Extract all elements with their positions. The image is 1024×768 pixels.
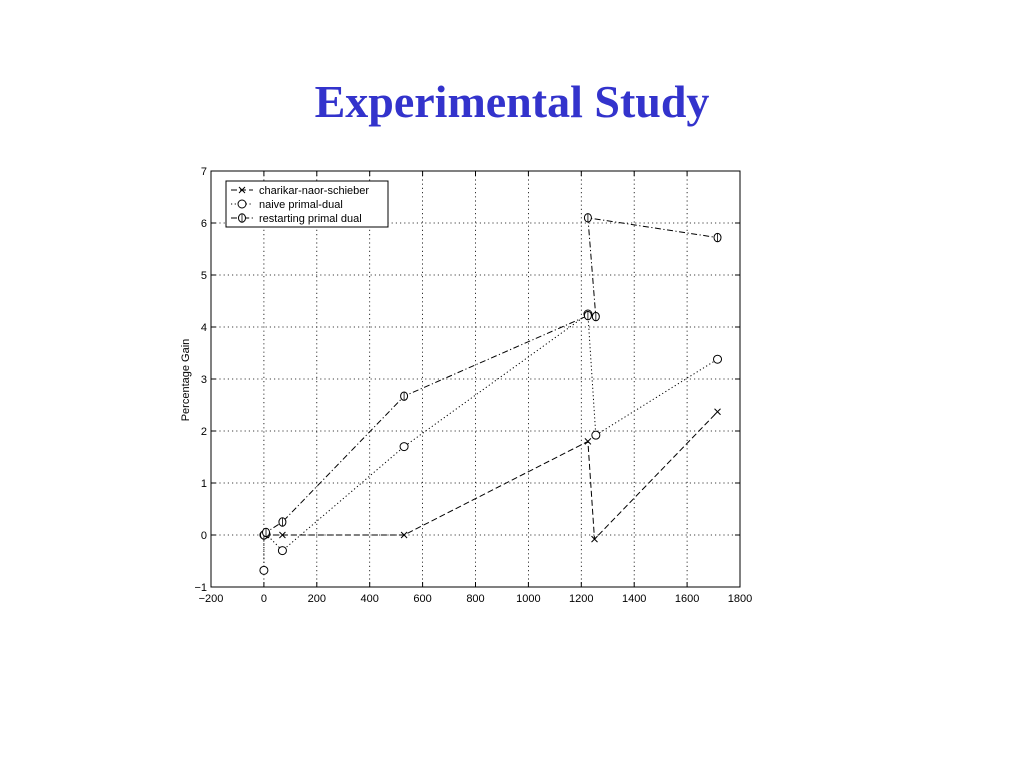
y-tick-label: 7: [201, 166, 207, 178]
series-line: [263, 411, 718, 541]
series-restarting-primal-dual: [259, 213, 722, 540]
legend-entry: charikar-naor-schieber: [231, 185, 369, 197]
legend-label: charikar-naor-schieber: [259, 185, 369, 197]
x-tick-label: 400: [361, 593, 379, 605]
data-point-circle-marker: [399, 442, 409, 452]
legend: charikar-naor-schieber naive primal-dual r…: [225, 180, 389, 228]
x-tick-label: 1000: [516, 593, 540, 605]
slide-title: Experimental Study: [314, 76, 710, 127]
data-point-diamond-marker: [262, 527, 271, 538]
series-line: [263, 217, 718, 536]
x-tick-label: 800: [466, 593, 484, 605]
data-point-x-marker: [238, 186, 246, 194]
data-point-diamond-marker: [278, 517, 287, 527]
data-point-diamond-marker: [583, 213, 592, 223]
data-point-circle-marker: [259, 565, 269, 575]
y-tick-label: 0: [201, 530, 207, 542]
x-tick-label: 600: [413, 593, 431, 605]
legend-box: [225, 180, 389, 228]
data-point-x-marker: [591, 535, 598, 543]
series-layer: [259, 213, 723, 575]
grid-layer: [211, 171, 740, 587]
data-point-x-marker: [400, 531, 408, 539]
data-point-diamond-marker: [583, 310, 592, 321]
legend-label: naive primal-dual: [259, 199, 343, 211]
axes-layer: −200 0 200 400 600 800 1000 1200 1400 1600 1800 −1 0…: [194, 166, 752, 605]
data-point-diamond-marker: [400, 391, 409, 401]
x-tick-label: 1400: [622, 593, 646, 605]
data-point-circle-marker: [237, 199, 247, 209]
data-point-x-marker: [279, 531, 286, 539]
data-point-circle-marker: [713, 354, 723, 364]
data-point-circle-marker: [591, 430, 601, 440]
y-tick-label: −1: [194, 582, 207, 594]
legend-label: restarting primal dual: [259, 213, 362, 225]
y-tick-label: 4: [201, 322, 207, 334]
legend-entry: naive primal-dual: [231, 199, 343, 211]
data-point-x-marker: [714, 408, 721, 416]
x-tick-label: 0: [261, 593, 267, 605]
data-point-diamond-marker: [591, 311, 600, 322]
series-charikar-naor-schieber: [260, 408, 721, 543]
legend-entry: restarting primal dual: [231, 213, 362, 225]
y-tick-label: 1: [201, 478, 207, 490]
data-point-diamond-marker: [238, 213, 246, 223]
x-tick-label: 200: [308, 593, 326, 605]
y-tick-label: 3: [201, 374, 207, 386]
x-tick-label: −200: [199, 593, 224, 605]
y-tick-label: 2: [201, 426, 207, 438]
y-tick-label: 5: [201, 270, 207, 282]
data-point-x-marker: [584, 438, 592, 445]
y-tick-label: 6: [201, 218, 207, 230]
y-axis-label: Percentage Gain: [180, 339, 192, 422]
data-point-diamond-marker: [713, 232, 722, 243]
x-tick-label: 1600: [675, 593, 699, 605]
x-tick-label: 1200: [569, 593, 593, 605]
data-point-circle-marker: [277, 546, 287, 556]
series-line: [263, 313, 718, 571]
x-tick-label: 1800: [728, 593, 752, 605]
